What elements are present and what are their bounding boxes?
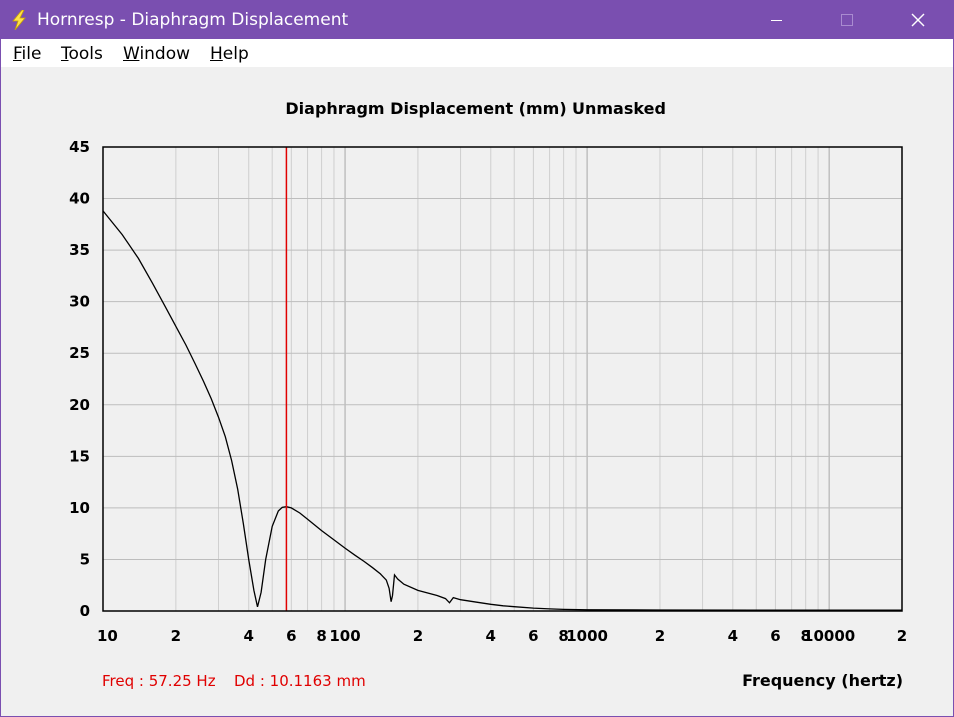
x-tick-label: 1000 [566, 627, 608, 645]
menu-bar: File Tools Window Help [1, 39, 953, 67]
x-tick-label: 10 [97, 627, 118, 645]
title-bar[interactable]: Hornresp - Diaphragm Displacement [1, 1, 953, 39]
y-tick-label: 0 [80, 602, 90, 620]
lightning-bolt-icon [12, 10, 26, 30]
grid-lines [102, 146, 903, 612]
y-tick-label: 35 [69, 241, 90, 259]
x-tick-label: 2 [655, 627, 665, 645]
x-tick-label: 8 [558, 627, 568, 645]
chart-area [1, 67, 953, 716]
y-tick-label: 25 [69, 344, 90, 362]
close-button[interactable] [895, 1, 941, 39]
y-tick-label: 5 [80, 550, 90, 568]
x-tick-label: 4 [486, 627, 496, 645]
maximize-button[interactable] [823, 1, 869, 39]
displacement-curve [102, 210, 902, 611]
chart-title: Diaphragm Displacement (mm) [285, 99, 566, 118]
plot-frame [102, 146, 903, 612]
minimize-button[interactable] [753, 1, 799, 39]
menu-help[interactable]: Help [210, 44, 249, 64]
y-tick-label: 45 [69, 138, 90, 156]
x-tick-label: 8 [800, 627, 810, 645]
displacement-readout: Dd : 10.1163 mm [234, 672, 366, 690]
menu-file[interactable]: File [13, 44, 42, 64]
y-tick-label: 20 [69, 396, 90, 414]
y-tick-labels: 45 40 35 30 25 20 15 10 5 0 [69, 138, 90, 620]
frequency-readout: Freq : 57.25 Hz [102, 672, 216, 690]
x-tick-label: 6 [286, 627, 296, 645]
x-tick-label: 10000 [803, 627, 855, 645]
x-tick-label: 2 [413, 627, 423, 645]
y-tick-label: 15 [69, 447, 90, 465]
y-tick-label: 10 [69, 499, 90, 517]
x-axis-label: Frequency (hertz) [742, 671, 903, 690]
menu-tools[interactable]: Tools [61, 44, 103, 64]
menu-window[interactable]: Window [123, 44, 191, 64]
chart-subtitle: Unmasked [572, 99, 666, 118]
window-title: Hornresp - Diaphragm Displacement [37, 10, 349, 30]
y-tick-label: 30 [69, 293, 90, 311]
x-tick-label: 2 [897, 627, 907, 645]
x-tick-label: 2 [171, 627, 181, 645]
x-tick-label: 4 [728, 627, 738, 645]
x-tick-label: 4 [244, 627, 254, 645]
x-tick-label: 6 [770, 627, 780, 645]
y-tick-label: 40 [69, 190, 90, 208]
x-tick-label: 6 [528, 627, 538, 645]
x-tick-label: 100 [329, 627, 360, 645]
x-tick-label: 8 [316, 627, 326, 645]
